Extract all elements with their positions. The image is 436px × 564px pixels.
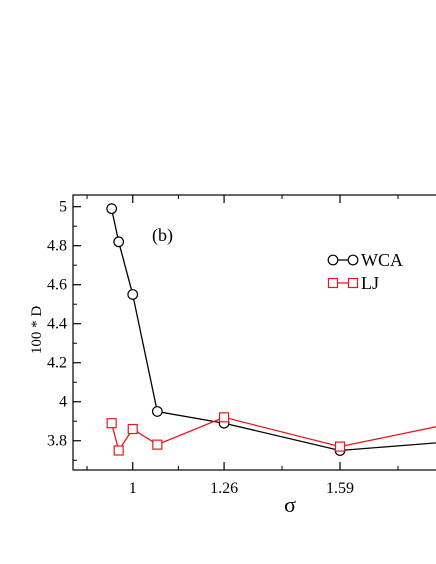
data-point-wca — [113, 236, 125, 248]
data-point-wca — [106, 203, 118, 215]
data-point-lj — [127, 423, 138, 435]
legend-lj-marker-left — [327, 277, 339, 289]
data-point-wca — [127, 289, 139, 300]
legend-wca-marker-left — [327, 254, 339, 266]
y-axis-title: 100 * D — [29, 306, 45, 355]
series-markers — [106, 203, 346, 456]
x-tick-label: 1 — [129, 480, 137, 497]
legend-lj-marker-right — [347, 277, 359, 289]
legend-wca-marker-right — [347, 254, 359, 266]
data-point-lj — [152, 439, 163, 450]
data-point-lj — [113, 445, 124, 456]
y-tick-label: 5 — [59, 199, 67, 216]
y-tick-label: 4.6 — [47, 277, 67, 294]
x-tick-label: 1.26 — [210, 480, 238, 497]
data-point-lj — [106, 418, 117, 429]
legend: WCA LJ — [327, 250, 403, 293]
y-tick-label: 4.2 — [47, 355, 67, 372]
y-tick-label: 4.4 — [47, 316, 67, 333]
data-point-lj — [218, 412, 230, 423]
panel-label: (b) — [152, 225, 173, 246]
y-tick-label: 4.8 — [47, 238, 67, 255]
axis-ticks: 3.8 4 4.2 4.4 4.6 4.8 5 1 1.26 1.59 — [47, 195, 399, 497]
plot-frame — [72, 194, 436, 471]
legend-lj-label: LJ — [361, 273, 379, 293]
y-tick-label: 3.8 — [47, 433, 67, 450]
x-axis-title: σ — [284, 492, 296, 517]
data-point-lj — [334, 441, 346, 452]
data-point-wca — [151, 406, 163, 417]
x-tick-label: 1.59 — [326, 480, 354, 497]
legend-wca-label: WCA — [361, 250, 403, 270]
y-tick-label: 4 — [59, 394, 67, 411]
